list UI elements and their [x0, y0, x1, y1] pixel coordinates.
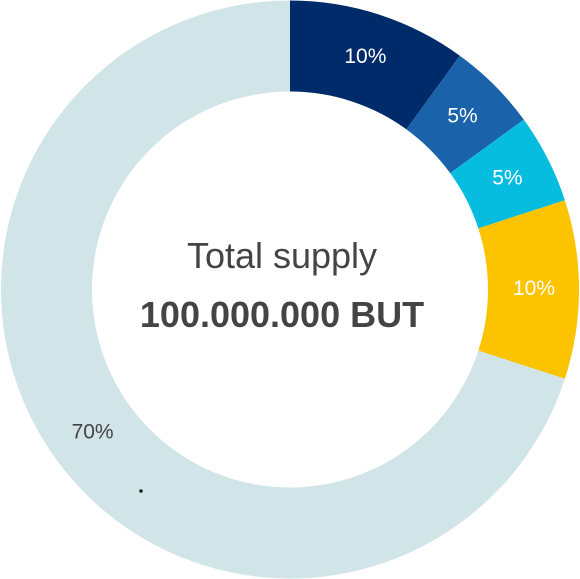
donut-slice-4: [1, 0, 565, 579]
center-title: Total supply: [187, 235, 377, 276]
slice-label-4: 70%: [72, 420, 114, 443]
stray-dot: [139, 489, 143, 493]
center-value: 100.000.000 BUT: [140, 294, 424, 335]
slice-label-3: 10%: [513, 277, 555, 300]
donut-slice-0: [290, 0, 460, 130]
slice-label-0: 10%: [344, 45, 386, 68]
donut-slice-3: [478, 200, 579, 379]
slice-label-1: 5%: [447, 105, 477, 128]
slice-label-2: 5%: [492, 166, 522, 189]
donut-slice-1: [406, 55, 524, 174]
slice-labels: 10% 5% 5% 10% 70%: [72, 45, 555, 443]
donut-slice-2: [450, 119, 565, 229]
